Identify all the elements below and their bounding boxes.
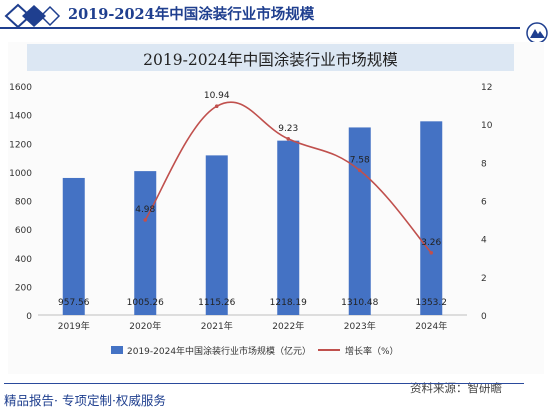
growth-point (143, 218, 148, 222)
footer-divider (4, 383, 524, 384)
x-tick-label: 2024年 (415, 320, 447, 332)
legend-label-bar: 2019-2024年中国涂装行业市场规模（亿元） (127, 345, 311, 357)
x-tick-label: 2020年 (129, 320, 161, 332)
y-left-tick-label: 800 (15, 198, 32, 208)
legend-label-line: 增长率（%） (345, 345, 399, 357)
chart-title: 2019-2024年中国涂装行业市场规模 (143, 51, 398, 69)
y-right-tick-label: 0 (481, 312, 487, 322)
y-right-tick-label: 8 (481, 159, 487, 169)
source-note: 资料来源：智研瞻 (410, 381, 502, 395)
bar-data-label: 1218.19 (270, 298, 307, 308)
footer-tagline: 精品报告· 专项定制·权威服务 (4, 393, 166, 408)
line-data-label: 9.23 (278, 124, 298, 134)
bar-data-label: 1310.48 (341, 298, 378, 308)
y-left-tick-label: 200 (15, 283, 32, 293)
bar (277, 140, 300, 315)
bar-data-label: 1353.2 (416, 298, 448, 308)
y-right-tick-label: 6 (481, 198, 487, 208)
x-tick-label: 2019年 (58, 320, 90, 332)
growth-point (357, 168, 362, 173)
y-right-tick-label: 10 (481, 121, 493, 131)
y-right-tick-label: 2 (481, 274, 487, 284)
line-data-label: 10.94 (204, 91, 230, 101)
y-left-tick-label: 1600 (9, 83, 32, 93)
bar-data-label: 1115.26 (198, 298, 235, 308)
line-data-label: 4.98 (135, 205, 155, 215)
growth-point (429, 250, 434, 255)
y-left-tick-label: 400 (15, 255, 32, 265)
header-divider (0, 27, 520, 29)
legend-swatch-bar (111, 346, 123, 354)
x-tick-label: 2022年 (272, 320, 304, 332)
growth-point (214, 104, 219, 109)
bar-data-label: 1005.26 (127, 298, 164, 308)
y-left-tick-label: 1400 (9, 112, 32, 122)
line-data-label: 3.26 (421, 238, 441, 248)
y-left-tick-label: 0 (26, 312, 32, 322)
growth-point (286, 137, 291, 141)
header-title: 2019-2024年中国涂装行业市场规模 (68, 6, 315, 23)
x-tick-label: 2023年 (344, 320, 376, 332)
y-right-tick-label: 12 (481, 83, 492, 93)
y-left-tick-label: 1000 (9, 169, 32, 179)
bar (62, 177, 85, 315)
chart-title-band (27, 44, 514, 71)
bar (134, 171, 157, 315)
y-right-tick-label: 4 (481, 236, 487, 246)
x-tick-label: 2021年 (201, 320, 233, 332)
bar (420, 121, 443, 316)
bar (205, 155, 228, 315)
bar-data-label: 957.56 (58, 298, 90, 308)
chart-frame (8, 42, 544, 374)
y-left-tick-label: 600 (15, 226, 32, 236)
y-left-tick-label: 1200 (9, 140, 32, 150)
line-data-label: 7.58 (350, 155, 370, 165)
